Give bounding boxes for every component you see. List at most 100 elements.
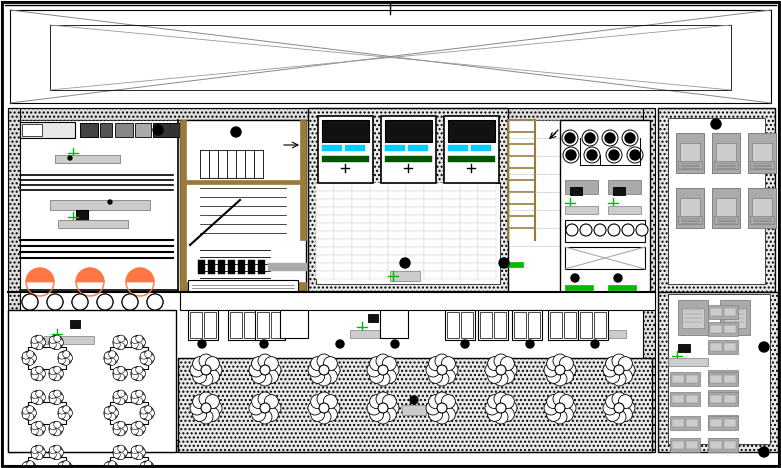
Circle shape [120,339,127,346]
Circle shape [120,370,127,377]
Circle shape [112,354,119,361]
Circle shape [559,369,573,383]
Circle shape [487,407,501,421]
Circle shape [383,357,397,371]
Bar [424,207,442,215]
Bar [672,395,684,403]
Circle shape [54,335,61,342]
Bar [670,416,700,430]
Circle shape [31,446,38,453]
Circle shape [131,336,138,344]
Circle shape [49,392,56,399]
Circle shape [38,425,45,432]
Circle shape [501,357,515,371]
Bar [448,156,495,162]
Circle shape [441,395,455,409]
Circle shape [441,369,455,383]
Bar [608,285,636,290]
Bar [460,263,478,271]
Bar [406,207,424,215]
Bar [370,223,388,231]
Circle shape [435,354,449,368]
Circle shape [385,363,399,377]
Bar [442,207,460,215]
Circle shape [131,336,145,350]
Circle shape [441,357,455,371]
Circle shape [131,366,145,380]
Wedge shape [126,268,154,282]
Bar [678,216,702,224]
Bar [565,206,598,214]
Bar [608,206,641,214]
Circle shape [22,351,36,365]
Bar [752,198,772,220]
Circle shape [109,461,116,468]
Circle shape [429,369,443,383]
Circle shape [367,363,381,377]
Circle shape [258,392,272,406]
Circle shape [605,395,619,409]
Circle shape [614,365,624,375]
Bar [406,215,424,223]
Circle shape [383,395,397,409]
Bar [670,438,700,452]
Circle shape [27,406,34,413]
Circle shape [317,392,331,406]
Circle shape [249,401,263,415]
Circle shape [323,369,337,383]
Circle shape [113,422,127,436]
Circle shape [113,366,127,380]
Bar [370,255,388,263]
Circle shape [38,394,45,401]
Bar [316,231,334,239]
Circle shape [426,401,440,415]
Circle shape [27,461,34,468]
Bar [22,124,42,136]
Wedge shape [26,268,54,282]
Bar [708,415,738,429]
Circle shape [461,340,469,348]
Circle shape [59,407,66,414]
Bar [80,123,98,137]
Circle shape [378,403,388,413]
Circle shape [555,403,565,413]
Circle shape [426,363,440,377]
Circle shape [36,429,43,436]
Circle shape [144,358,152,366]
Circle shape [378,365,388,375]
Circle shape [59,412,66,419]
Circle shape [23,412,29,419]
Bar [548,310,578,340]
Bar [334,191,352,199]
Bar [720,300,750,335]
Bar [424,183,442,191]
Bar [406,191,424,199]
Circle shape [131,392,138,399]
Bar [550,312,562,338]
Bar [178,358,652,452]
Circle shape [317,410,331,424]
Bar [370,199,388,207]
Bar [724,375,736,383]
Circle shape [190,401,204,415]
Circle shape [66,354,73,361]
Circle shape [56,370,63,377]
Circle shape [131,422,145,436]
Circle shape [141,462,148,468]
Circle shape [31,336,38,344]
Bar [424,223,442,231]
Circle shape [205,395,219,409]
Circle shape [131,423,138,430]
Circle shape [66,465,73,468]
Bar [115,123,133,137]
Circle shape [59,462,66,468]
Bar [460,247,478,255]
Circle shape [136,335,143,342]
Bar [8,310,176,452]
Circle shape [580,224,592,236]
Bar [110,457,148,468]
Circle shape [621,401,635,415]
Bar [316,255,334,263]
Circle shape [614,274,622,282]
Bar [724,393,736,401]
